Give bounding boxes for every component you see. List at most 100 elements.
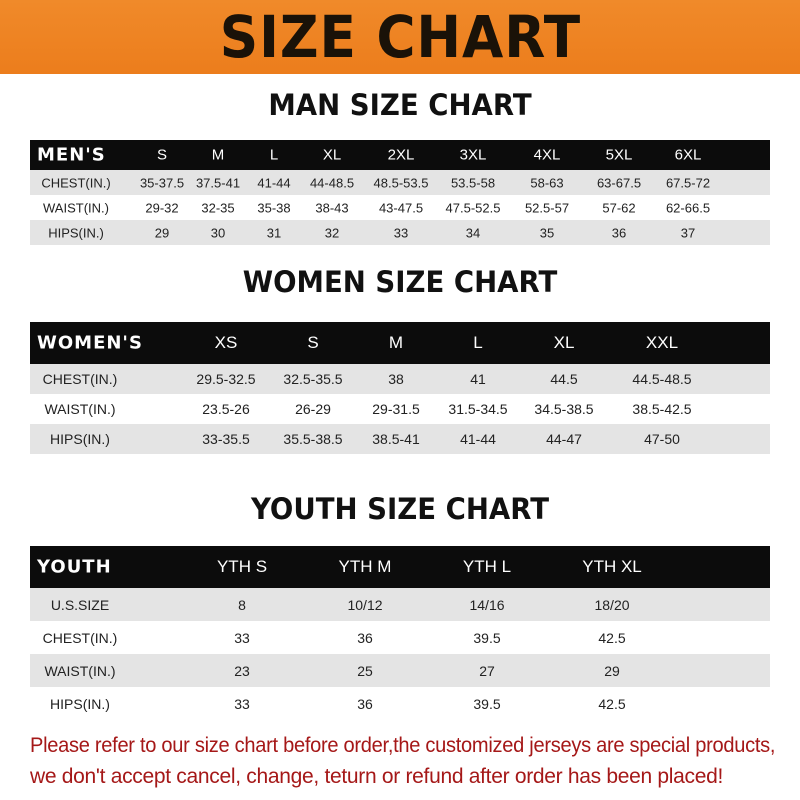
measurement-cell: 29.5-32.5 bbox=[196, 371, 256, 387]
men-size-table: MEN'S S M L XL 2XL 3XL 4XL 5XL 6XL CHEST(IN.) 35-37… bbox=[30, 140, 770, 245]
size-header-cell: YTH XL bbox=[582, 557, 642, 576]
measurement-cell: 47-50 bbox=[644, 431, 680, 447]
measurement-cell: 35-38 bbox=[257, 200, 291, 215]
size-header-cell: 2XL bbox=[387, 146, 415, 164]
measurement-cell: 52.5-57 bbox=[524, 200, 570, 215]
banner-title: SIZE CHART bbox=[219, 3, 581, 71]
measurement-cell: 57-62 bbox=[602, 200, 636, 215]
table-title-cell: WOMEN'S bbox=[37, 332, 143, 354]
table-row: CHEST(IN.) 29.5-32.5 32.5-35.5 38 41 44.5 44.5… bbox=[30, 364, 770, 394]
measurement-cell: 33 bbox=[234, 695, 250, 712]
measurement-cell: 23 bbox=[234, 662, 250, 679]
measurement-cell: 31.5-34.5 bbox=[448, 401, 508, 417]
measurement-cell: 37.5-41 bbox=[195, 175, 241, 190]
measurement-cell: 29 bbox=[604, 662, 620, 679]
size-header-cell: L bbox=[269, 146, 279, 164]
size-header-cell: 5XL bbox=[605, 146, 633, 164]
size-header-cell: XS bbox=[214, 333, 238, 352]
measurement-cell: 10/12 bbox=[347, 596, 383, 613]
row-label: HIPS(IN.) bbox=[50, 431, 110, 447]
table-row: WAIST(IN.) 23 25 27 29 bbox=[30, 654, 770, 687]
size-header-cell: S bbox=[307, 333, 319, 352]
measurement-cell: 33-35.5 bbox=[202, 431, 250, 447]
measurement-cell: 29 bbox=[154, 225, 170, 240]
women-header-row: WOMEN'S XS S M L XL XXL bbox=[30, 322, 770, 364]
measurement-cell: 42.5 bbox=[598, 695, 626, 712]
measurement-cell: 34.5-38.5 bbox=[534, 401, 594, 417]
measurement-cell: 38.5-42.5 bbox=[632, 401, 692, 417]
women-chart-title: WOMEN SIZE CHART bbox=[242, 265, 558, 299]
row-label: HIPS(IN.) bbox=[50, 695, 110, 712]
size-header-cell: YTH L bbox=[462, 557, 512, 576]
measurement-cell: 44-47 bbox=[546, 431, 582, 447]
measurement-cell: 31 bbox=[266, 225, 282, 240]
measurement-cell: 67.5-72 bbox=[665, 175, 711, 190]
size-header-cell: YTH M bbox=[338, 557, 392, 576]
measurement-cell: 26-29 bbox=[295, 401, 331, 417]
measurement-cell: 38.5-41 bbox=[372, 431, 420, 447]
measurement-cell: 41-44 bbox=[460, 431, 496, 447]
measurement-cell: 53.5-58 bbox=[450, 175, 496, 190]
row-label: WAIST(IN.) bbox=[44, 662, 116, 679]
measurement-cell: 35.5-38.5 bbox=[283, 431, 343, 447]
row-label: WAIST(IN.) bbox=[44, 401, 116, 417]
size-header-cell: M bbox=[211, 146, 225, 164]
size-header-cell: XL bbox=[322, 146, 342, 164]
row-label: CHEST(IN.) bbox=[42, 629, 118, 646]
measurement-cell: 23.5-26 bbox=[202, 401, 250, 417]
measurement-cell: 41-44 bbox=[257, 175, 291, 190]
measurement-cell: 42.5 bbox=[598, 629, 626, 646]
measurement-cell: 62-66.5 bbox=[665, 200, 711, 215]
measurement-cell: 39.5 bbox=[473, 695, 501, 712]
measurement-cell: 58-63 bbox=[530, 175, 564, 190]
measurement-cell: 44.5-48.5 bbox=[632, 371, 692, 387]
table-row: WAIST(IN.) 29-32 32-35 35-38 38-43 43-47.5 47.… bbox=[30, 195, 770, 220]
measurement-cell: 34 bbox=[465, 225, 481, 240]
men-header-row: MEN'S S M L XL 2XL 3XL 4XL 5XL 6XL bbox=[30, 140, 770, 170]
measurement-cell: 18/20 bbox=[594, 596, 630, 613]
size-header-cell: XL bbox=[553, 333, 575, 352]
measurement-cell: 35 bbox=[539, 225, 555, 240]
measurement-cell: 38-43 bbox=[315, 200, 349, 215]
row-label: HIPS(IN.) bbox=[48, 225, 104, 240]
size-chart-banner: SIZE CHART bbox=[0, 0, 800, 74]
measurement-cell: 29-32 bbox=[145, 200, 179, 215]
row-label: WAIST(IN.) bbox=[43, 200, 109, 215]
measurement-cell: 32.5-35.5 bbox=[283, 371, 343, 387]
measurement-cell: 27 bbox=[479, 662, 495, 679]
youth-size-table: YOUTH YTH S YTH M YTH L YTH XL U.S.SIZE 8 10/12… bbox=[30, 546, 770, 720]
size-header-cell: L bbox=[473, 333, 483, 352]
table-row: HIPS(IN.) 29 30 31 32 33 34 35 36 37 bbox=[30, 220, 770, 245]
measurement-cell: 32 bbox=[324, 225, 340, 240]
size-header-cell: S bbox=[156, 146, 168, 164]
youth-header-row: YOUTH YTH S YTH M YTH L YTH XL bbox=[30, 546, 770, 588]
table-title-cell: YOUTH bbox=[37, 556, 112, 578]
measurement-cell: 30 bbox=[210, 225, 226, 240]
table-row: U.S.SIZE 8 10/12 14/16 18/20 bbox=[30, 588, 770, 621]
measurement-cell: 47.5-52.5 bbox=[445, 200, 501, 215]
row-label: U.S.SIZE bbox=[50, 596, 110, 613]
order-notice-line-2: we don't accept cancel, change, teturn o… bbox=[30, 765, 724, 788]
measurement-cell: 29-31.5 bbox=[372, 401, 420, 417]
measurement-cell: 48.5-53.5 bbox=[373, 175, 429, 190]
measurement-cell: 33 bbox=[234, 629, 250, 646]
measurement-cell: 8 bbox=[238, 596, 246, 613]
size-header-cell: 3XL bbox=[459, 146, 487, 164]
table-title-cell: MEN'S bbox=[37, 144, 106, 166]
measurement-cell: 63-67.5 bbox=[596, 175, 642, 190]
measurement-cell: 36 bbox=[357, 629, 373, 646]
row-label: CHEST(IN.) bbox=[42, 371, 118, 387]
measurement-cell: 38 bbox=[388, 371, 404, 387]
table-row: CHEST(IN.) 35-37.5 37.5-41 41-44 44-48.5 48.5… bbox=[30, 170, 770, 195]
size-header-cell: 4XL bbox=[533, 146, 561, 164]
row-label: CHEST(IN.) bbox=[41, 175, 111, 190]
order-notice-line-1: Please refer to our size chart before or… bbox=[30, 734, 776, 757]
table-row: CHEST(IN.) 33 36 39.5 42.5 bbox=[30, 621, 770, 654]
youth-chart-title: YOUTH SIZE CHART bbox=[250, 492, 550, 526]
measurement-cell: 35-37.5 bbox=[139, 175, 185, 190]
table-row: WAIST(IN.) 23.5-26 26-29 29-31.5 31.5-34.5 34… bbox=[30, 394, 770, 424]
measurement-cell: 39.5 bbox=[473, 629, 501, 646]
table-row: HIPS(IN.) 33-35.5 35.5-38.5 38.5-41 41-44 44-… bbox=[30, 424, 770, 454]
men-chart-title: MAN SIZE CHART bbox=[268, 88, 532, 122]
size-header-cell: 6XL bbox=[674, 146, 702, 164]
